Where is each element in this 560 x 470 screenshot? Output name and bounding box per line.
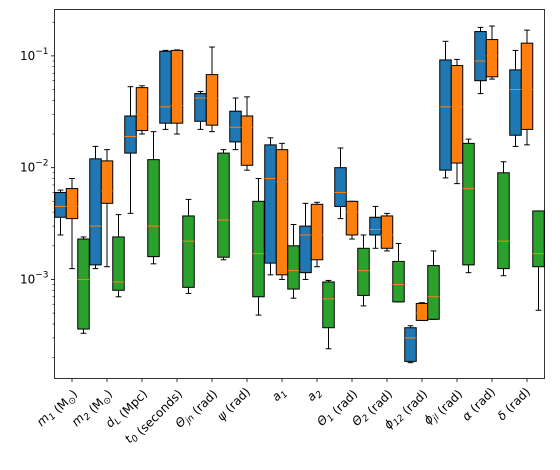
box-body xyxy=(170,49,184,124)
box-body xyxy=(520,42,534,130)
box-body xyxy=(474,31,487,82)
box-body xyxy=(427,265,440,320)
box xyxy=(124,86,137,214)
box xyxy=(322,279,335,350)
y-tick-label: 10−3 xyxy=(20,270,49,286)
box-body xyxy=(89,158,102,266)
box xyxy=(287,224,300,299)
box-body xyxy=(345,200,359,236)
box xyxy=(77,236,90,334)
box xyxy=(392,242,405,303)
box-body xyxy=(404,327,417,362)
box xyxy=(89,145,102,270)
box-body xyxy=(485,39,499,78)
box xyxy=(217,149,230,261)
box xyxy=(462,138,475,274)
box xyxy=(357,234,370,307)
box xyxy=(159,49,172,130)
box xyxy=(135,85,149,135)
box xyxy=(252,178,265,316)
box xyxy=(275,142,289,280)
box-body xyxy=(415,302,429,321)
y-tick-label: 10−2 xyxy=(20,159,49,175)
box-body xyxy=(310,203,324,261)
box xyxy=(345,200,359,240)
y-tick-label: 10−1 xyxy=(20,47,49,63)
box xyxy=(485,25,499,80)
box xyxy=(112,214,125,298)
box xyxy=(170,49,184,135)
box-body xyxy=(287,245,300,290)
box xyxy=(205,46,219,133)
box xyxy=(100,149,114,268)
box xyxy=(415,302,429,321)
box xyxy=(334,147,347,220)
box-body xyxy=(54,191,67,218)
box-body xyxy=(100,160,114,204)
box-body xyxy=(182,215,195,288)
box-body xyxy=(229,110,242,143)
y-axis: 10−3 10−2 10−1 xyxy=(20,21,55,358)
box-body xyxy=(509,69,522,136)
box xyxy=(65,178,79,270)
box xyxy=(520,29,534,146)
box-body xyxy=(275,149,289,276)
box xyxy=(427,250,440,320)
box xyxy=(497,161,510,277)
box-body xyxy=(392,260,405,303)
box-body xyxy=(439,59,452,171)
plot-frame xyxy=(54,9,545,379)
box-body xyxy=(65,188,79,220)
box xyxy=(450,58,464,185)
box-body xyxy=(112,236,125,291)
box-body xyxy=(450,65,464,164)
box-body xyxy=(322,281,335,329)
box xyxy=(310,201,324,268)
box-body xyxy=(240,115,254,166)
box xyxy=(439,40,452,179)
box xyxy=(182,198,195,294)
box-body xyxy=(77,238,90,330)
box-body xyxy=(264,144,277,264)
box-body xyxy=(462,142,475,266)
box xyxy=(380,212,394,252)
boxes-layer xyxy=(54,25,545,364)
box-body xyxy=(124,115,137,154)
box xyxy=(147,131,160,265)
box xyxy=(404,325,417,364)
box-body xyxy=(159,50,172,124)
box-body xyxy=(532,210,545,268)
box-body xyxy=(299,225,312,274)
box-body xyxy=(497,172,510,270)
box-body xyxy=(147,159,160,258)
box-body xyxy=(252,200,265,298)
box-body xyxy=(334,167,347,207)
box xyxy=(369,205,382,249)
box-body xyxy=(135,87,149,132)
box-body xyxy=(369,216,382,236)
box-body xyxy=(357,247,370,296)
box-body xyxy=(205,74,219,126)
box xyxy=(240,96,254,171)
box-body xyxy=(380,215,394,249)
box-body xyxy=(217,152,230,258)
box xyxy=(264,137,277,276)
